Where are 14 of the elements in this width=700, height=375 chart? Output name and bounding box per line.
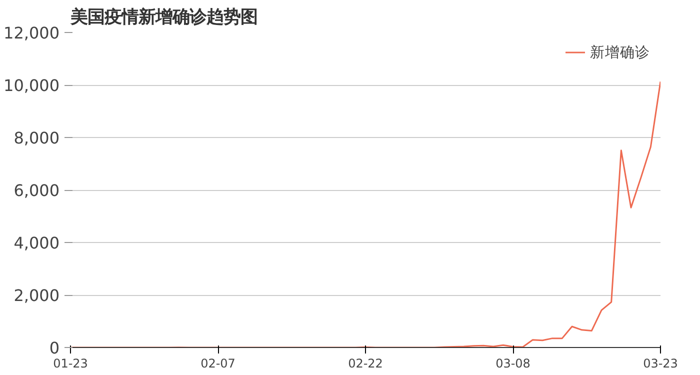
x-tick-label: 02-07 bbox=[200, 356, 236, 370]
y-tick-label: 0 bbox=[49, 338, 60, 358]
y-tick-label: 8,000 bbox=[14, 128, 60, 148]
legend-label: 新增确诊 bbox=[590, 42, 650, 62]
x-tick-label: 03-23 bbox=[643, 356, 678, 370]
x-tick-label: 01-23 bbox=[53, 356, 88, 370]
y-tick-label: 10,000 bbox=[4, 76, 60, 95]
y-tick-label: 2,000 bbox=[14, 286, 60, 305]
x-tick-label: 03-08 bbox=[496, 356, 530, 370]
y-tick-label: 12,000 bbox=[4, 24, 60, 42]
y-tick-label: 6,000 bbox=[14, 181, 60, 200]
y-tick-label: 4,000 bbox=[14, 234, 60, 252]
chart-title: 美国疫情新增确诊趋势图 bbox=[70, 6, 258, 28]
x-tick-label: 02-22 bbox=[348, 356, 383, 370]
